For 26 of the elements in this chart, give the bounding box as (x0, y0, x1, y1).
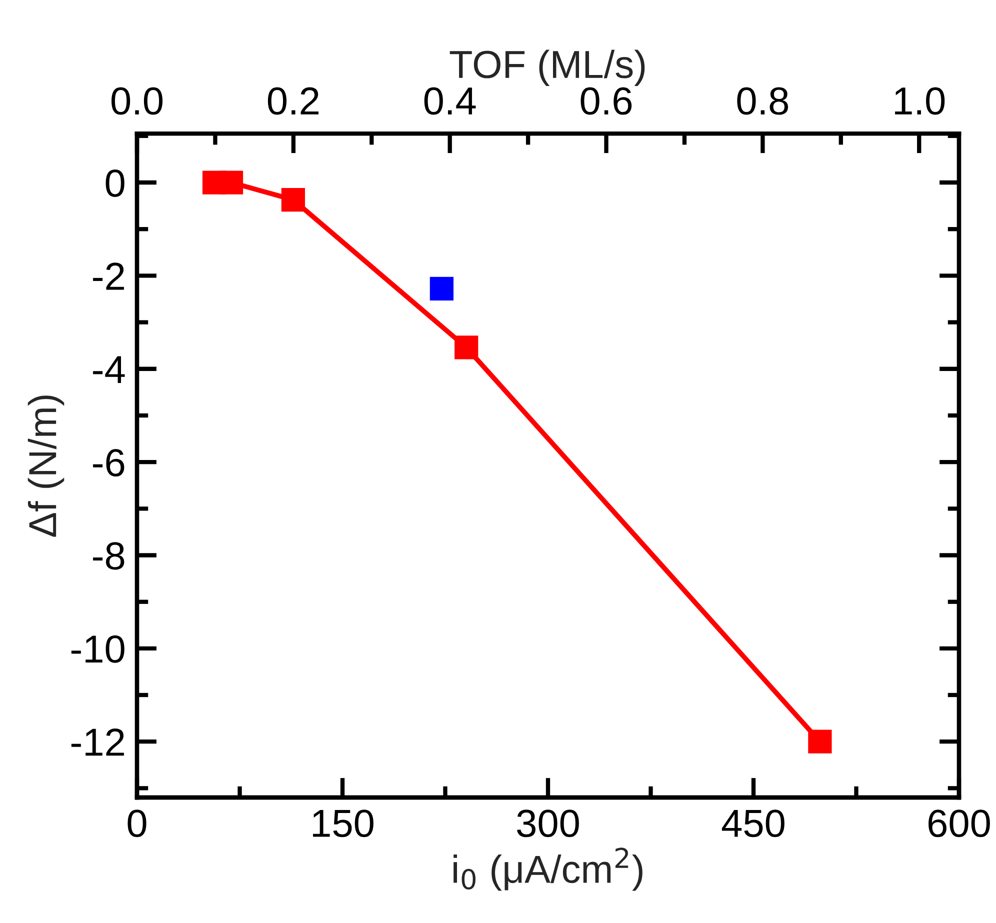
x-tick-label: 0 (128, 810, 146, 838)
x-tick-label: 450 (722, 810, 784, 838)
x-axis-title: i$_{0}$ (μA/cm$^{2}$) (454, 848, 642, 891)
point (430, 276, 454, 301)
point (454, 336, 478, 360)
x2-tick-label: 1.0 (895, 87, 945, 115)
y-tick-label: 0 (106, 169, 124, 197)
x2-tick-label: 0.6 (580, 87, 632, 115)
x2-tick-label: 0.0 (111, 87, 163, 115)
x-tick-label: 150 (313, 810, 374, 838)
y-tick-label: -6 (93, 448, 124, 477)
x-tick-label: 600 (928, 810, 990, 838)
y-tick-label: -2 (93, 262, 124, 290)
y-tick-label: -4 (93, 356, 125, 383)
y-tick-label: -10 (71, 635, 124, 663)
point (219, 170, 244, 194)
y-tick-label: -12 (71, 728, 124, 756)
x2-tick-label: 0.8 (737, 87, 788, 115)
x2-tick-label: 0.2 (268, 87, 319, 115)
y-axis-title: Δf (N/m) (28, 396, 64, 537)
point (808, 730, 832, 754)
x2-tick-label: 0.4 (424, 87, 476, 115)
x-tick-label: 300 (517, 810, 579, 838)
x2-axis-title: TOF (ML/s) (450, 50, 645, 86)
y-tick-label: -8 (93, 542, 124, 570)
point (281, 188, 305, 212)
